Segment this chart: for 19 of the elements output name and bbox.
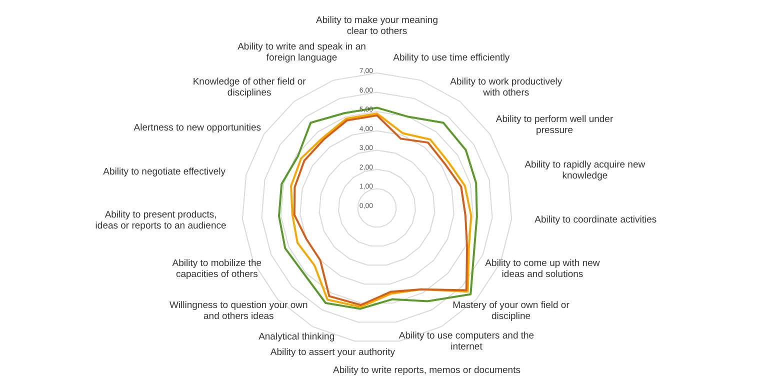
spoke-label: Ability to write and speak in an foreign language [238, 42, 366, 64]
spoke-label: Ability to perform well under pressure [496, 114, 614, 136]
spoke-label: Ability to present products, ideas or reports to an audience [95, 210, 226, 232]
spoke-label: Ability to write reports, memos or documents [333, 364, 521, 376]
spoke-label: Knowledge of other field or disciplines [192, 76, 306, 99]
spoke-label: Analytical thinking [258, 331, 335, 342]
spoke-label: Willingness to question your own and others ideas [169, 300, 308, 322]
spoke-label: Ability to negotiate effectively [103, 166, 226, 178]
spoke-label: Ability to make your meaning clear to others [316, 15, 438, 37]
spoke-label: Ability to coordinate activities [534, 214, 657, 226]
spoke-label: Ability to assert your authority [270, 347, 396, 358]
spoke-label: Ability to work productively with others [450, 76, 562, 99]
spoke-label: Ability to use time efficiently [393, 52, 510, 64]
spoke-label: Ability to use computers and the internet [398, 330, 534, 353]
spoke-label: Alertness to new opportunities [134, 122, 262, 134]
spoke-label: Ability to come up with new ideas and solutions [485, 258, 600, 280]
spoke-label: Ability to mobilize the capacities of others [172, 258, 262, 280]
spoke-label: Ability to rapidly acquire new knowledge [524, 160, 646, 182]
spoke-label: Mastery of your own field or discipline [452, 300, 570, 322]
